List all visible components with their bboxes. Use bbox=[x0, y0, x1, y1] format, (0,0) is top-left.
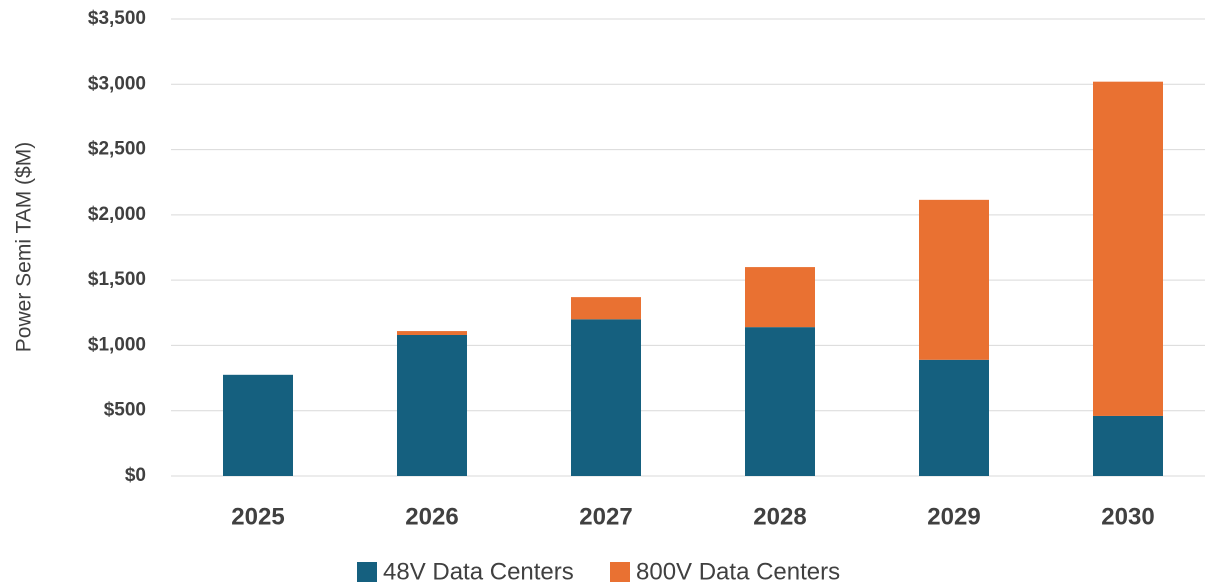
y-axis-label: Power Semi TAM ($M) bbox=[13, 142, 36, 352]
bar-segment bbox=[223, 374, 293, 476]
bar-segment bbox=[1093, 415, 1163, 476]
x-tick-label: 2030 bbox=[1101, 503, 1154, 530]
x-tick-label: 2026 bbox=[405, 503, 458, 530]
y-tick-label: $1,000 bbox=[88, 334, 146, 355]
legend-swatch bbox=[610, 562, 630, 582]
legend-label: 48V Data Centers bbox=[383, 558, 574, 583]
y-tick-label: $1,500 bbox=[88, 269, 146, 290]
x-tick-label: 2025 bbox=[231, 503, 284, 530]
bar-segment bbox=[1093, 81, 1163, 416]
bar-segment bbox=[745, 267, 815, 328]
legend-swatch bbox=[357, 562, 377, 582]
legend-label: 800V Data Centers bbox=[636, 558, 840, 583]
y-tick-label: $3,500 bbox=[88, 8, 146, 29]
y-tick-label: $3,000 bbox=[88, 73, 146, 94]
y-tick-label: $0 bbox=[125, 465, 146, 486]
bar-segment bbox=[571, 319, 641, 476]
bar-segment bbox=[397, 334, 467, 476]
bar-segment bbox=[745, 327, 815, 476]
bar-segment bbox=[397, 331, 467, 335]
bar-segment bbox=[919, 359, 989, 476]
x-tick-label: 2029 bbox=[927, 503, 980, 530]
x-tick-label: 2027 bbox=[579, 503, 632, 530]
y-tick-label: $2,000 bbox=[88, 204, 146, 225]
bar-segment bbox=[571, 297, 641, 320]
x-tick-label: 2028 bbox=[753, 503, 806, 530]
y-tick-label: $500 bbox=[104, 400, 146, 421]
y-tick-label: $2,500 bbox=[88, 139, 146, 160]
bar-segment bbox=[919, 199, 989, 360]
